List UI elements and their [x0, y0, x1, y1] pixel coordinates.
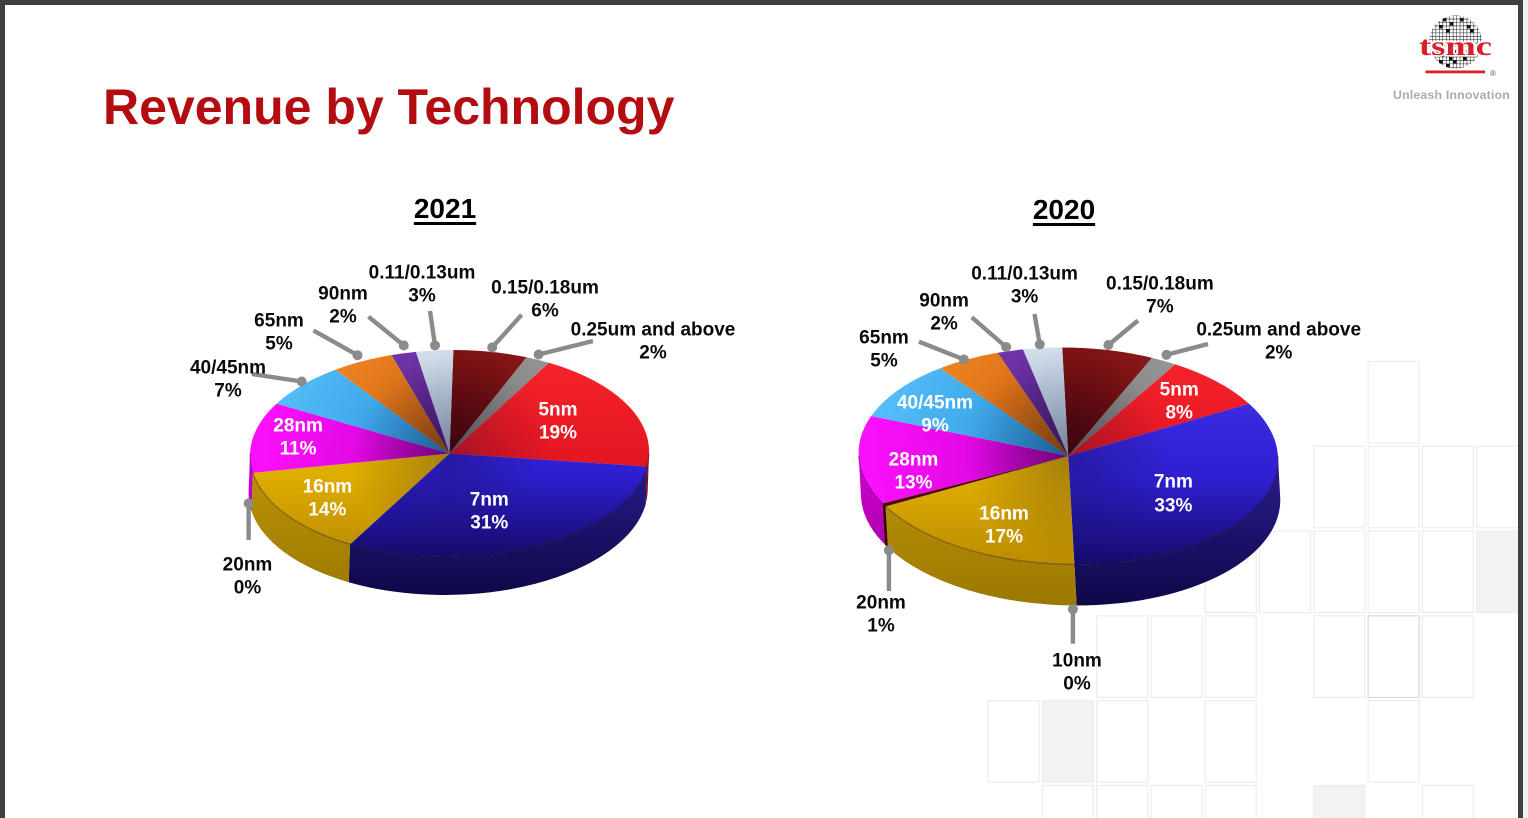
svg-text:tsmc: tsmc [1419, 31, 1492, 61]
svg-text:Unleash Innovation: Unleash Innovation [1393, 88, 1510, 102]
svg-text:®: ® [1490, 69, 1496, 78]
